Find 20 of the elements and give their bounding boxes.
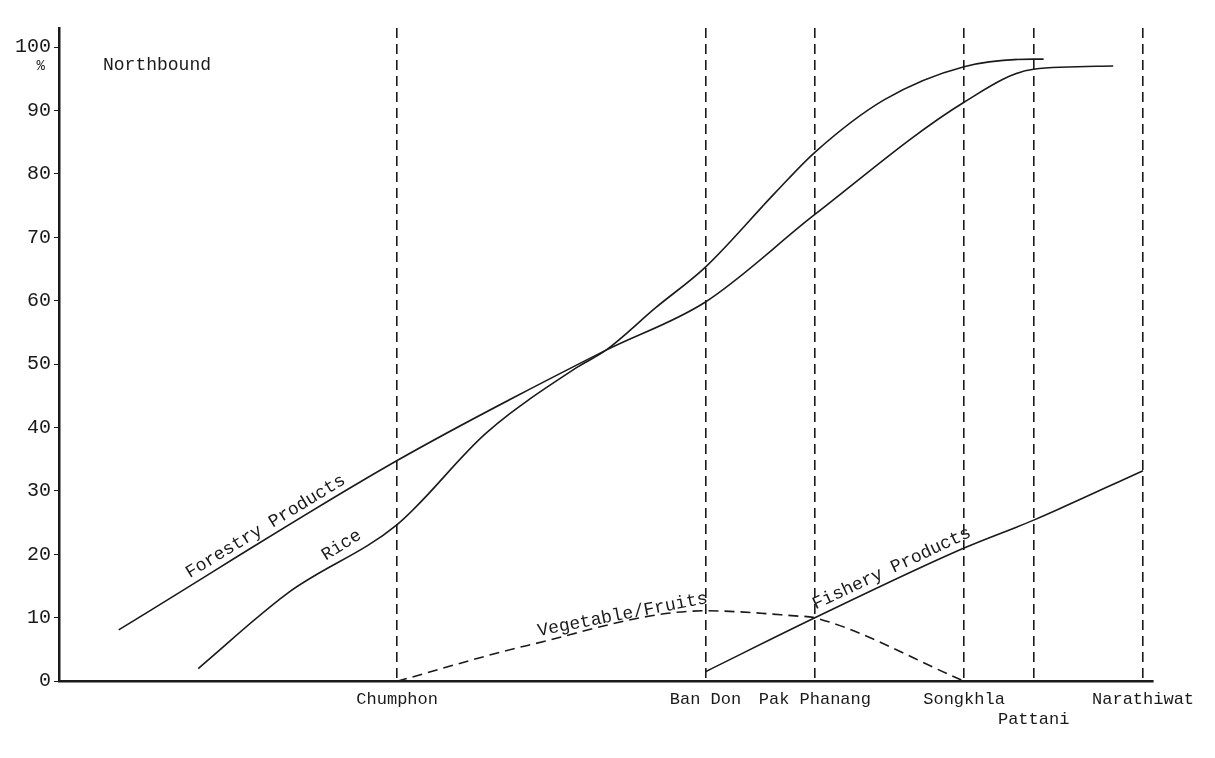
x-tick-label: Pattani <box>997 710 1070 730</box>
y-tick-label: 0 <box>38 669 52 693</box>
x-tick-label: Songkhla <box>923 689 1005 709</box>
x-tick-label: Narathiwat <box>1092 689 1195 709</box>
y-axis-title: % <box>36 57 46 74</box>
y-tick-label: 80 <box>26 162 52 186</box>
x-tick-label: Ban Don <box>669 689 742 709</box>
text: Rice <box>317 525 366 565</box>
y-tick-label: 60 <box>26 288 52 312</box>
y-tick-label: 100 <box>14 35 52 59</box>
y-tick-label: 90 <box>26 98 52 122</box>
x-tick-label: Pak Phanang <box>758 689 871 709</box>
y-tick-label: 10 <box>26 606 52 630</box>
y-tick-label: 40 <box>26 415 52 439</box>
y-tick-label: 30 <box>26 479 52 503</box>
annotation: Northbound <box>103 54 212 75</box>
y-tick-label: 20 <box>26 542 52 566</box>
x-tick-label: Chumphon <box>356 689 438 709</box>
y-tick-label: 50 <box>26 352 52 376</box>
y-tick-label: 70 <box>26 225 52 249</box>
